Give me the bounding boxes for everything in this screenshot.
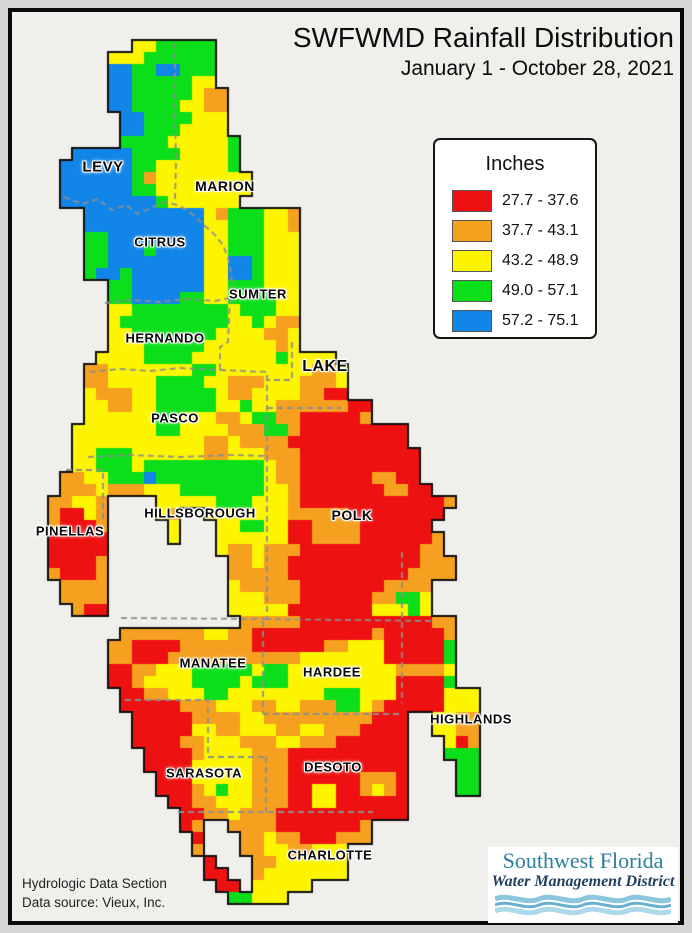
legend-range-label: 43.2 - 48.9	[502, 251, 579, 269]
legend-item-2: 37.7 - 43.1	[452, 219, 579, 242]
legend-item-3: 43.2 - 48.9	[452, 249, 579, 272]
legend-swatch-O	[452, 219, 492, 242]
footer-credits: Hydrologic Data Section Data source: Vie…	[22, 874, 167, 912]
legend-range-label: 57.2 - 75.1	[502, 311, 579, 329]
page-title: SWFWMD Rainfall Distribution	[292, 22, 674, 53]
district-logo: Southwest Florida Water Management Distr…	[488, 847, 678, 923]
legend-box: Inches 27.7 - 37.6 37.7 - 43.1 43.2 - 48.9…	[433, 138, 597, 339]
legend-title: Inches	[485, 153, 545, 175]
legend-swatch-Y	[452, 249, 492, 272]
legend-range-label: 27.7 - 37.6	[502, 191, 579, 209]
legend-item-1: 27.7 - 37.6	[452, 189, 579, 212]
logo-subname-text: Water Management District	[491, 873, 675, 890]
footer-line-1: Hydrologic Data Section	[22, 876, 167, 891]
legend-range-label: 49.0 - 57.1	[502, 281, 579, 299]
page-subtitle: January 1 - October 28, 2021	[400, 57, 674, 80]
legend-range-label: 37.7 - 43.1	[502, 221, 579, 239]
legend-swatch-R	[452, 189, 492, 212]
legend-swatch-B	[452, 309, 492, 332]
legend-item-4: 49.0 - 57.1	[452, 279, 579, 302]
logo-name-text: Southwest Florida	[502, 848, 664, 873]
logo-waves-icon	[495, 894, 671, 916]
footer-line-2: Data source: Vieux, Inc.	[22, 895, 166, 910]
legend-swatch-G	[452, 279, 492, 302]
legend-item-5: 57.2 - 75.1	[452, 309, 579, 332]
